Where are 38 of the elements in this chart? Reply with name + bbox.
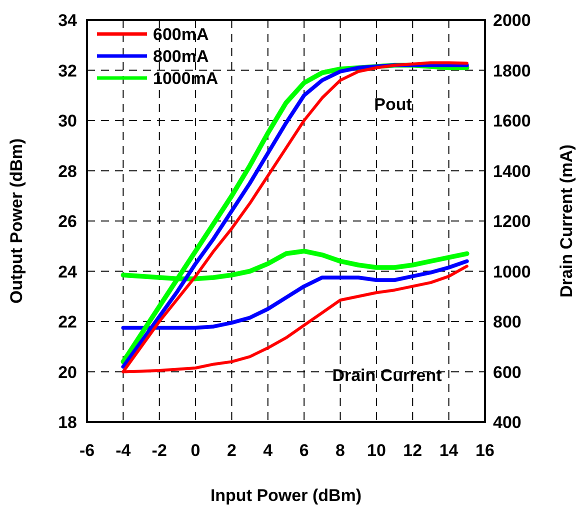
legend-label: 600mA — [153, 25, 209, 44]
annotation: Pout — [374, 95, 412, 114]
y2-tick-label: 800 — [493, 312, 522, 332]
x-axis-title: Input Power (dBm) — [210, 486, 362, 505]
x-tick-label: -4 — [116, 441, 132, 460]
x-tick-label: -2 — [152, 441, 167, 460]
y2-tick-label: 1400 — [493, 162, 531, 181]
y2-tick-label: 1200 — [493, 212, 531, 231]
x-tick-label: 8 — [336, 441, 346, 460]
x-tick-label: 10 — [366, 441, 386, 460]
x-tick-label: 4 — [263, 441, 274, 460]
y-tick-label: 24 — [58, 262, 78, 282]
y2-tick-label: 1000 — [493, 262, 531, 282]
x-tick-label: 0 — [190, 441, 200, 460]
y2-tick-label: 2000 — [493, 11, 531, 30]
y-tick-label: 20 — [58, 362, 77, 382]
y-tick-label: 32 — [58, 61, 77, 80]
y2-tick-label: 1600 — [493, 112, 531, 130]
y-tick-label: 34 — [58, 11, 78, 30]
y2-tick-label: 600 — [493, 362, 522, 382]
x-tick-label: 12 — [403, 441, 422, 460]
y-tick-label: 18 — [58, 413, 77, 432]
y-tick-label: 26 — [58, 212, 77, 231]
y2-axis-title: Drain Current (mA) — [557, 144, 576, 298]
annotation: Drain Current — [332, 366, 442, 385]
y-tick-label: 28 — [58, 162, 77, 181]
x-tick-label: 14 — [439, 441, 459, 460]
x-tick-label: 2 — [226, 441, 236, 460]
legend-label: 800mA — [153, 47, 209, 66]
y-tick-label: 30 — [58, 112, 77, 130]
y-axis-title: Output Power (dBm) — [7, 138, 26, 304]
y2-tick-label: 400 — [493, 413, 522, 432]
x-tick-label: -6 — [79, 441, 95, 460]
legend-label: 1000mA — [153, 69, 218, 88]
y-tick-label: 22 — [58, 312, 77, 332]
x-tick-label: 6 — [299, 441, 309, 460]
y2-tick-label: 1800 — [493, 61, 531, 80]
x-tick-label: 16 — [476, 441, 494, 460]
